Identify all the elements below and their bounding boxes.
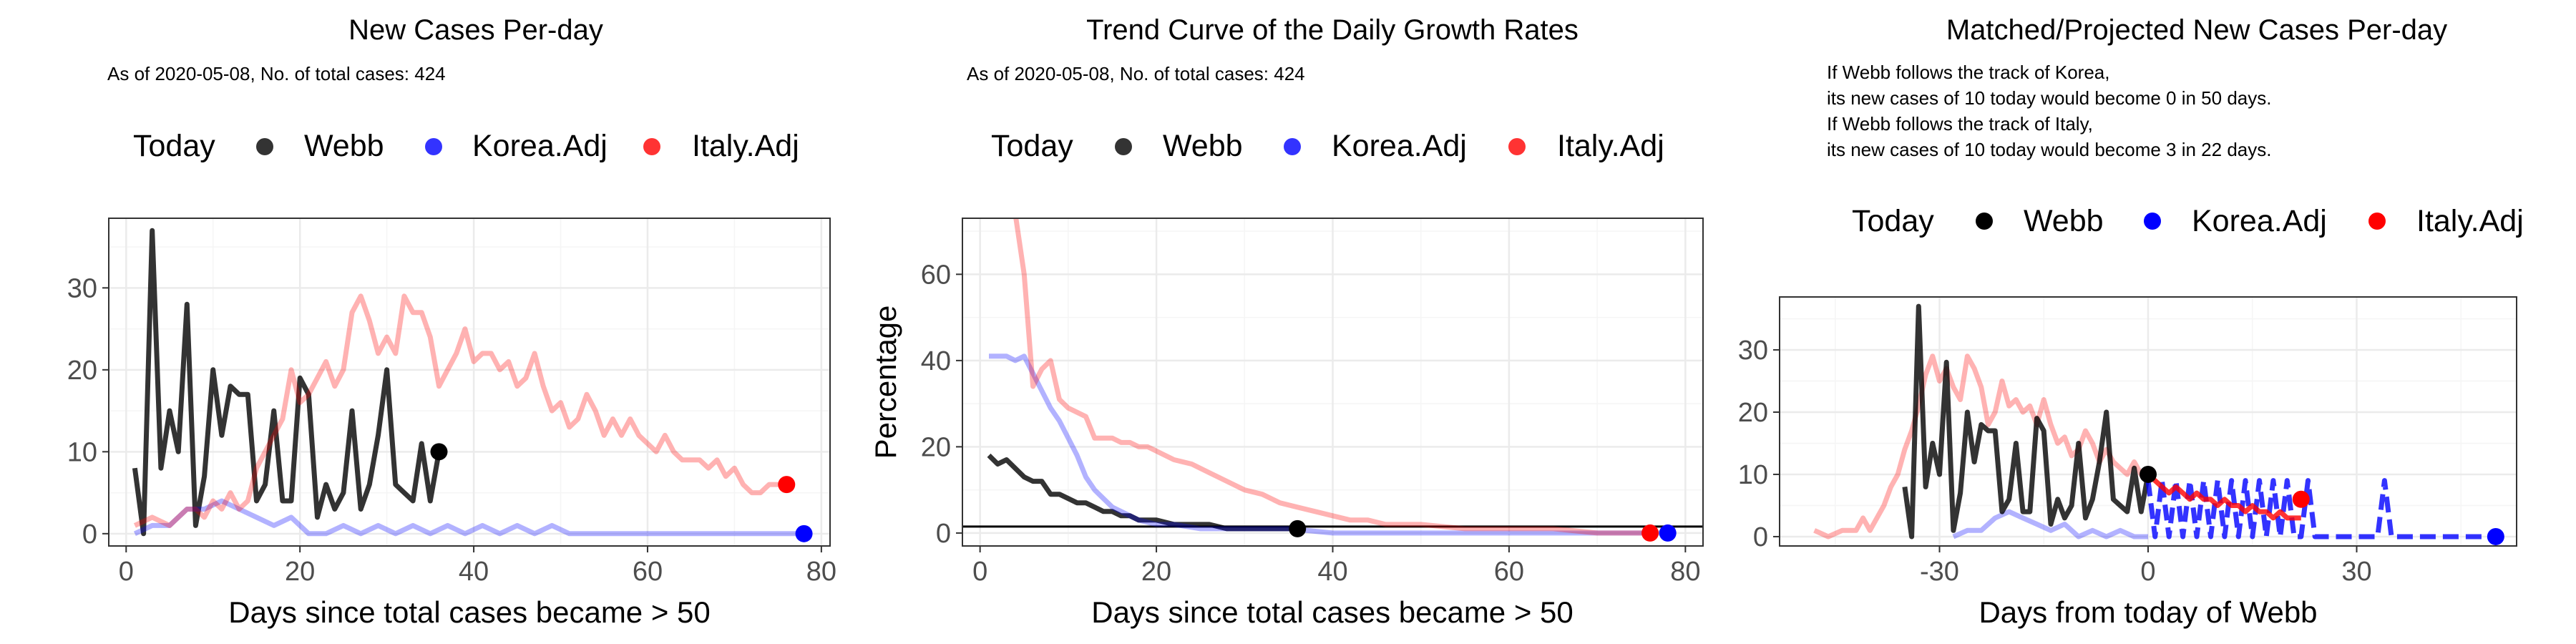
y-tick-label: 10 — [1738, 460, 1768, 490]
legend-webb-marker — [1115, 138, 1132, 155]
legend-italy-marker — [1508, 138, 1526, 155]
series-line-italy-adj — [133, 293, 787, 528]
x-axis-title: Days since total cases became > 50 — [228, 595, 711, 629]
series-line-korea-adj — [133, 498, 804, 537]
series-line-korea-adj — [1952, 509, 2148, 540]
y-tick-label: 30 — [1738, 336, 1768, 366]
y-axis-title: Percentage — [869, 306, 902, 459]
tick-labels: -30 0 30 0 10 20 30 — [1738, 336, 2372, 587]
series-layer — [1813, 303, 2504, 545]
x-tick-label: 0 — [119, 557, 134, 587]
legend-webb-label: Webb — [2024, 204, 2104, 238]
y-tick-label: 20 — [67, 356, 97, 386]
x-tick-label: 0 — [2140, 557, 2155, 587]
legend-today-label: Today — [1852, 204, 1934, 238]
panel-projected: Matched/Projected New Cases Per-day If W… — [1738, 14, 2524, 629]
x-tick-label: 40 — [1317, 557, 1347, 587]
x-tick-label: -30 — [1920, 557, 1959, 587]
legend-korea-label: Korea.Adj — [472, 129, 608, 163]
panel-growth-rates: Trend Curve of the Daily Growth Rates As… — [869, 14, 1704, 629]
legend: Today Webb Korea.Adj Italy.Adj — [991, 129, 1664, 163]
x-tick-label: 20 — [1141, 557, 1171, 587]
legend-korea-label: Korea.Adj — [2192, 204, 2327, 238]
chart-subtitle: As of 2020-05-08, No. of total cases: 42… — [107, 63, 446, 84]
chart-title: New Cases Per-day — [348, 14, 603, 46]
today-point — [2487, 527, 2504, 545]
today-point — [1289, 519, 1307, 537]
chart-subtitle-line: its new cases of 10 today would become 0… — [1827, 87, 2271, 109]
grid — [1780, 297, 2517, 546]
legend: Today Webb Korea.Adj Italy.Adj — [1852, 204, 2524, 238]
series-line-webb — [1902, 303, 2151, 540]
series-layer — [962, 218, 1703, 542]
legend-today-label: Today — [991, 129, 1073, 163]
chart-title: Matched/Projected New Cases Per-day — [1946, 14, 2447, 46]
x-tick-label: 20 — [285, 557, 315, 587]
panel-new-cases: New Cases Per-day As of 2020-05-08, No. … — [67, 14, 836, 629]
chart-subtitle-line: its new cases of 10 today would become 3… — [1827, 139, 2271, 160]
grid — [962, 218, 1703, 546]
today-point — [430, 443, 448, 461]
x-tick-label: 30 — [2341, 557, 2371, 587]
x-tick-label: 60 — [633, 557, 663, 587]
today-point — [778, 476, 796, 494]
y-tick-label: 0 — [936, 519, 951, 549]
y-tick-label: 20 — [921, 432, 951, 462]
series-line-italy-adj-projected — [2146, 472, 2301, 521]
x-axis-title: Days since total cases became > 50 — [1091, 595, 1574, 629]
legend-korea-label: Korea.Adj — [1332, 129, 1467, 163]
today-point — [795, 525, 813, 542]
y-tick-label: 40 — [921, 346, 951, 376]
y-tick-label: 0 — [1753, 522, 1768, 552]
y-tick-label: 0 — [82, 519, 97, 550]
legend-korea-marker — [2144, 213, 2161, 230]
tick-labels: 0 20 40 60 80 0 20 40 60 — [921, 260, 1701, 587]
today-point — [1659, 524, 1677, 542]
series-line-korea-adj — [989, 353, 1668, 536]
chart-subtitle-line: If Webb follows the track of Italy, — [1827, 113, 2093, 135]
x-tick-label: 80 — [806, 557, 836, 587]
today-point — [1641, 524, 1659, 542]
legend-italy-marker — [2368, 213, 2386, 230]
legend-korea-marker — [1284, 138, 1301, 155]
chart-title: Trend Curve of the Daily Growth Rates — [1086, 14, 1579, 46]
tick-labels: 0 20 40 60 80 0 10 20 30 — [67, 273, 836, 587]
legend-italy-label: Italy.Adj — [692, 129, 799, 163]
chart-subtitle-line: If Webb follows the track of Korea, — [1827, 62, 2109, 83]
x-tick-label: 80 — [1670, 557, 1700, 587]
y-tick-label: 20 — [1738, 398, 1768, 428]
x-tick-label: 40 — [459, 557, 489, 587]
legend-webb-label: Webb — [304, 129, 384, 163]
y-tick-label: 30 — [67, 273, 97, 303]
legend-webb-marker — [256, 138, 273, 155]
legend-today-label: Today — [133, 129, 215, 163]
y-tick-label: 60 — [921, 260, 951, 290]
series-line-webb — [987, 453, 1298, 532]
series-line-korea-adj-projected — [2145, 478, 2496, 540]
today-point — [2292, 490, 2310, 508]
series-line-italy-adj — [1013, 218, 1651, 536]
legend-italy-label: Italy.Adj — [2416, 204, 2524, 238]
legend-korea-marker — [425, 138, 442, 155]
series-layer — [132, 228, 813, 542]
x-axis-title: Days from today of Webb — [1979, 595, 2317, 629]
chart-subtitle: As of 2020-05-08, No. of total cases: 42… — [967, 63, 1305, 84]
plot-area — [108, 218, 831, 547]
series-line-webb — [132, 228, 441, 537]
legend-webb-label: Webb — [1163, 129, 1243, 163]
x-tick-label: 0 — [972, 557, 987, 587]
series-line-italy-adj — [1813, 353, 2148, 540]
x-tick-label: 60 — [1494, 557, 1524, 587]
legend: Today Webb Korea.Adj Italy.Adj — [133, 129, 799, 163]
legend-webb-marker — [1976, 213, 1993, 230]
legend-italy-marker — [643, 138, 660, 155]
y-tick-label: 10 — [67, 437, 97, 467]
legend-italy-label: Italy.Adj — [1557, 129, 1664, 163]
today-point — [2140, 465, 2157, 483]
